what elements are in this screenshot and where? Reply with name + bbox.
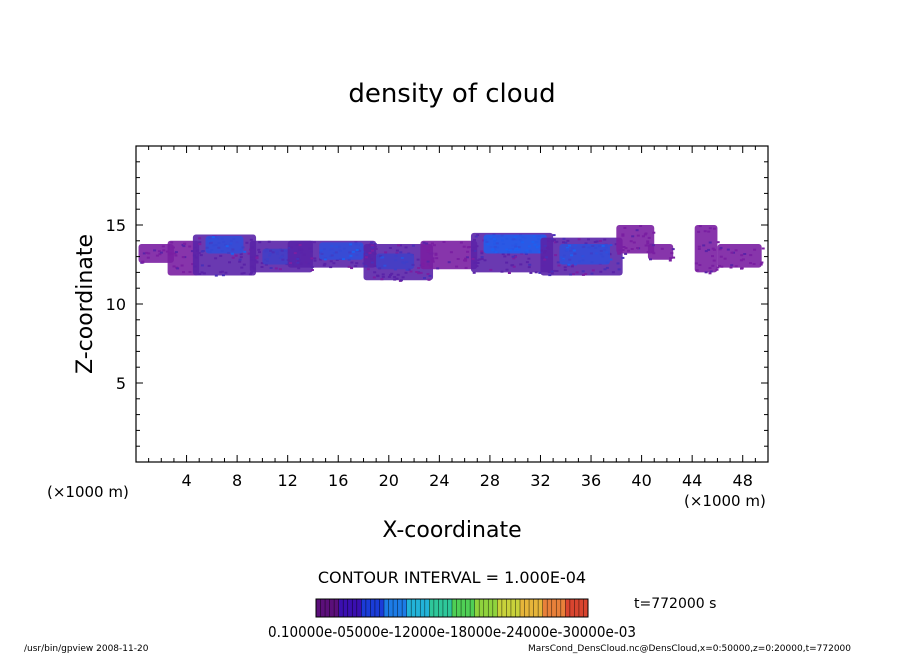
x-tick-label: 24 (429, 471, 449, 490)
colorbar-frame (315, 598, 589, 618)
footer-right: MarsCond_DensCloud.nc@DensCloud,x=0:5000… (528, 644, 851, 654)
x-unit-left: (×1000 m) (47, 483, 129, 501)
y-tick-label: 15 (106, 216, 126, 235)
colorbar-swatch (316, 599, 340, 617)
x-tick-label: 4 (181, 471, 191, 490)
cloud-layer (138, 225, 765, 282)
colorbar-swatch (497, 599, 521, 617)
colorbar-swatch (361, 599, 385, 617)
x-tick-label: 16 (328, 471, 348, 490)
colorbar-swatch (474, 599, 498, 617)
cloud-region (319, 242, 366, 261)
footer-left: /usr/bin/gpview 2008-11-20 (24, 644, 149, 654)
x-tick-label: 44 (682, 471, 702, 490)
x-tick-label: 32 (530, 471, 550, 490)
x-tick-label: 48 (733, 471, 753, 490)
x-tick-label: 20 (379, 471, 399, 490)
colorbar-swatch (384, 599, 408, 617)
x-tick-label: 28 (480, 471, 500, 490)
colorbar (315, 599, 589, 617)
colorbar-swatch (565, 599, 589, 617)
cloud-region (483, 234, 547, 254)
cloud-region (717, 243, 765, 270)
cloud-region (167, 240, 202, 276)
contour-interval-label: CONTOUR INTERVAL = 1.000E-04 (318, 568, 586, 587)
time-label: t=772000 s (634, 596, 716, 612)
x-tick-label: 8 (232, 471, 242, 490)
colorbar-swatch (429, 599, 453, 617)
colorbar-swatch (338, 599, 362, 617)
y-tick-label: 5 (116, 374, 126, 393)
cloud-region (376, 253, 415, 271)
x-unit-right: (×1000 m) (684, 492, 766, 510)
colorbar-swatch (452, 599, 476, 617)
cloud-region (420, 240, 480, 270)
cloud-region (559, 243, 613, 266)
y-axis-title: Z-coordinate (73, 234, 98, 374)
x-tick-label: 12 (278, 471, 298, 490)
chart-title: density of cloud (348, 79, 555, 109)
x-axis-title: X-coordinate (382, 518, 521, 543)
colorbar-swatch (406, 599, 430, 617)
x-tick-label: 40 (631, 471, 651, 490)
cloud-region (205, 236, 247, 255)
y-tick-label: 10 (106, 295, 126, 314)
x-tick-label: 36 (581, 471, 601, 490)
colorbar-swatch (520, 599, 544, 617)
colorbar-swatch (542, 599, 566, 617)
cloud-region (694, 225, 720, 275)
colorbar-labels: 0.10000e-05000e-12000e-18000e-24000e-300… (268, 623, 636, 641)
plot-frame (135, 145, 769, 463)
cloud-region (647, 243, 676, 262)
